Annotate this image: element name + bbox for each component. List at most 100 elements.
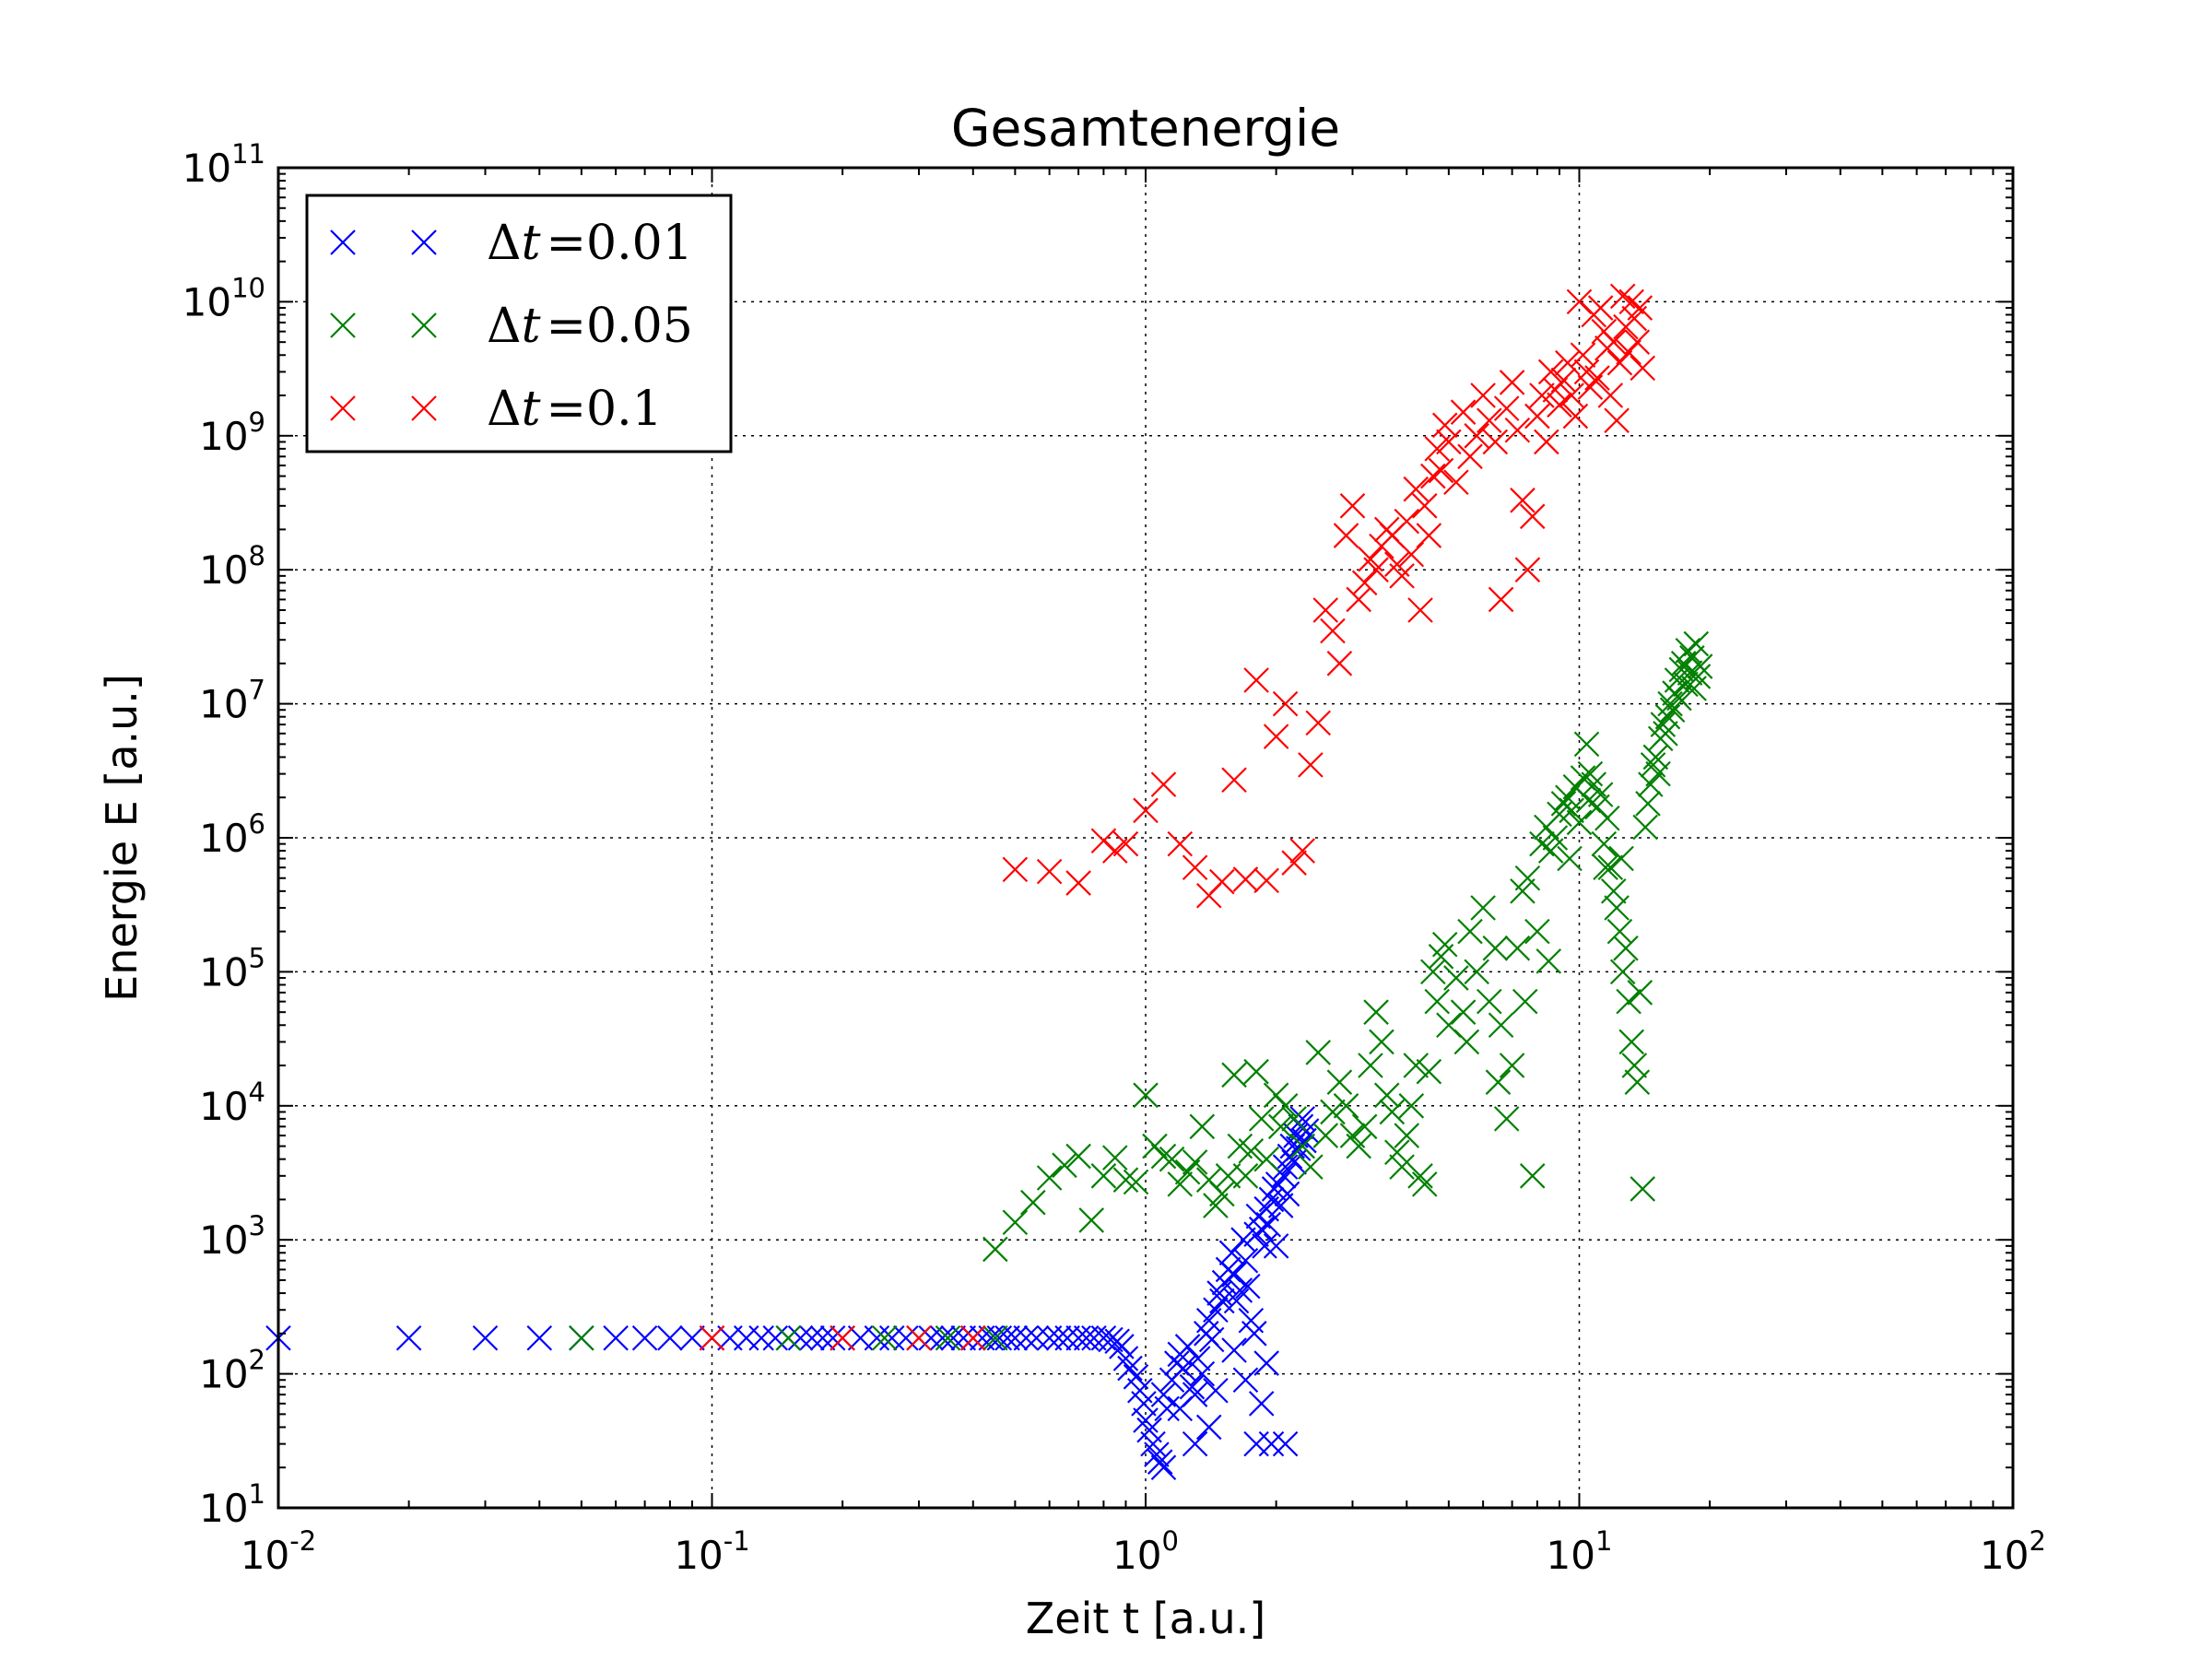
data-point bbox=[1123, 1364, 1149, 1390]
y-tick-label: 101 bbox=[199, 1478, 265, 1531]
data-point bbox=[1609, 283, 1636, 310]
data-point bbox=[569, 1324, 594, 1351]
data-point bbox=[1477, 407, 1502, 434]
data-point bbox=[1346, 586, 1371, 613]
data-point bbox=[1150, 1454, 1177, 1481]
data-point bbox=[1436, 429, 1462, 455]
data-point bbox=[1424, 436, 1450, 462]
data-point bbox=[1512, 988, 1538, 1015]
data-point bbox=[1593, 854, 1618, 881]
data-point bbox=[1621, 1053, 1648, 1078]
data-point bbox=[1363, 557, 1389, 582]
data-point bbox=[1514, 865, 1541, 891]
data-point bbox=[1624, 1069, 1651, 1095]
data-point bbox=[1189, 1360, 1216, 1387]
data-point bbox=[1289, 1133, 1315, 1159]
data-point bbox=[1591, 830, 1618, 857]
data-point bbox=[982, 1324, 1008, 1351]
data-point bbox=[1537, 359, 1564, 385]
data-point bbox=[1534, 429, 1559, 455]
data-point bbox=[1557, 845, 1583, 872]
data-point bbox=[1235, 1273, 1261, 1300]
data-point bbox=[1577, 760, 1604, 787]
data-point bbox=[819, 1324, 846, 1351]
y-tick-label: 104 bbox=[199, 1077, 265, 1129]
legend: Δt =0.01 Δt =0.05 Δt =0.1 bbox=[305, 194, 733, 453]
data-point bbox=[1291, 1127, 1317, 1154]
data-point bbox=[1453, 1029, 1480, 1055]
data-point bbox=[1457, 918, 1483, 945]
data-point bbox=[1167, 1171, 1194, 1197]
data-point bbox=[1482, 429, 1509, 455]
data-point bbox=[1154, 1395, 1180, 1422]
data-point bbox=[1493, 1106, 1520, 1132]
series-1 bbox=[265, 1106, 1320, 1481]
data-point bbox=[1420, 959, 1446, 985]
data-point bbox=[1117, 1355, 1143, 1382]
data-point bbox=[1403, 1053, 1430, 1078]
data-point bbox=[830, 1324, 855, 1351]
data-point bbox=[733, 1324, 759, 1351]
data-point bbox=[1351, 570, 1378, 596]
data-point bbox=[1555, 349, 1581, 376]
data-point bbox=[1477, 988, 1502, 1015]
data-point bbox=[1285, 1135, 1312, 1161]
data-point bbox=[775, 1324, 802, 1351]
data-point bbox=[1687, 653, 1713, 679]
data-point bbox=[1267, 1193, 1294, 1218]
data-point bbox=[1298, 752, 1324, 778]
data-point bbox=[1457, 443, 1483, 470]
x-tick-label: 102 bbox=[1980, 1525, 2046, 1578]
data-point bbox=[1182, 1430, 1208, 1457]
data-point bbox=[699, 1324, 725, 1351]
data-point bbox=[1685, 664, 1712, 689]
data-point bbox=[1221, 1262, 1247, 1288]
data-point bbox=[787, 1324, 814, 1351]
data-point bbox=[1570, 342, 1596, 369]
data-point bbox=[1102, 838, 1128, 864]
data-point bbox=[1609, 959, 1636, 985]
data-point bbox=[1358, 1053, 1383, 1078]
legend-marker bbox=[330, 395, 356, 421]
y-tick-label: 1011 bbox=[182, 138, 265, 191]
data-point bbox=[1090, 1163, 1117, 1189]
data-point bbox=[1112, 1346, 1139, 1371]
data-point bbox=[1524, 403, 1550, 429]
data-point bbox=[1289, 838, 1315, 864]
data-point bbox=[1065, 1143, 1091, 1170]
data-point bbox=[1616, 339, 1641, 365]
y-tick-label: 108 bbox=[199, 540, 265, 593]
data-point bbox=[1209, 868, 1235, 895]
data-point bbox=[1514, 557, 1541, 582]
data-point bbox=[1333, 523, 1359, 548]
data-point bbox=[1253, 1146, 1279, 1172]
data-point bbox=[1184, 1346, 1211, 1371]
data-point bbox=[1403, 476, 1430, 502]
data-point bbox=[1023, 1324, 1050, 1351]
data-point bbox=[1566, 809, 1593, 836]
data-point bbox=[994, 1324, 1020, 1351]
data-point bbox=[1243, 1058, 1269, 1085]
legend-marker bbox=[330, 312, 356, 338]
data-point bbox=[1258, 1430, 1285, 1457]
data-point bbox=[982, 1236, 1008, 1263]
data-point bbox=[1036, 1165, 1063, 1191]
data-point bbox=[1263, 1233, 1289, 1259]
data-point bbox=[603, 1324, 629, 1351]
data-point bbox=[1407, 1163, 1433, 1189]
data-point bbox=[929, 1324, 956, 1351]
data-point bbox=[1683, 630, 1710, 657]
data-point bbox=[1504, 418, 1531, 443]
data-point bbox=[1499, 1053, 1525, 1078]
data-point bbox=[1597, 382, 1624, 408]
data-point bbox=[1443, 965, 1469, 991]
data-point bbox=[1597, 854, 1624, 881]
data-point bbox=[1411, 1171, 1438, 1197]
data-point bbox=[1389, 1154, 1415, 1180]
data-point bbox=[472, 1324, 499, 1351]
data-point bbox=[1424, 988, 1450, 1015]
data-point bbox=[1281, 850, 1307, 876]
data-point bbox=[1203, 1377, 1229, 1404]
